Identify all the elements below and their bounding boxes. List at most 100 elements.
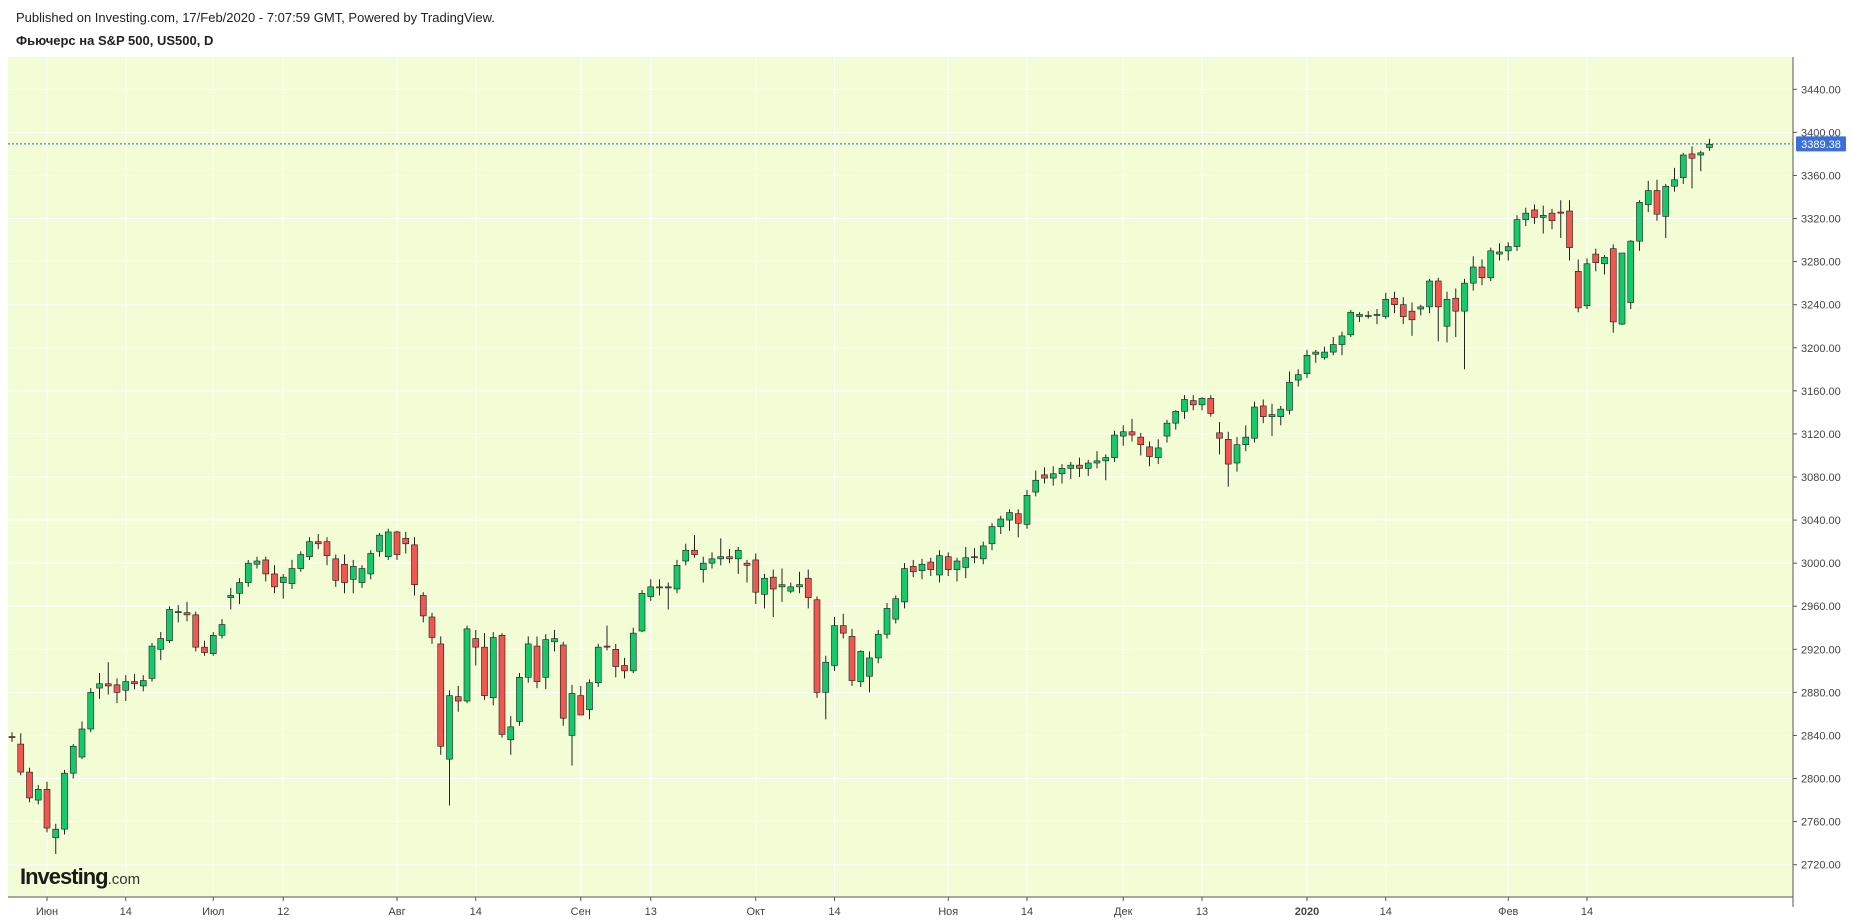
candle-down[interactable] [664,582,672,610]
candle-down[interactable] [1146,441,1153,467]
candle-down[interactable] [1574,259,1582,313]
candle-up[interactable] [594,643,602,687]
candle-up[interactable] [157,632,165,661]
candle-up[interactable] [1513,215,1521,251]
candle-up[interactable] [1251,401,1258,443]
candle-down[interactable] [769,569,777,617]
candle-down[interactable] [743,559,751,583]
candle-up[interactable] [953,557,961,582]
candle-up[interactable] [297,551,305,572]
candle-up[interactable] [148,642,156,682]
candle-down[interactable] [1076,457,1083,477]
candle-up[interactable] [463,625,471,704]
candle-down[interactable] [1557,200,1565,238]
candle-up[interactable] [796,571,803,594]
candle-up[interactable] [918,558,926,580]
candle-up[interactable] [1522,207,1530,227]
candle-up[interactable] [446,690,453,806]
candle-down[interactable] [1478,259,1486,286]
candle-up[interactable] [52,823,60,854]
candle-up[interactable] [883,603,891,639]
candle-up[interactable] [1268,403,1276,437]
candle-down[interactable] [1207,395,1215,417]
candle-down[interactable] [332,554,340,587]
candle-up[interactable] [507,716,515,755]
candle-up[interactable] [1119,425,1127,446]
candle-up[interactable] [734,547,742,574]
candle-down[interactable] [43,781,51,833]
candle-up[interactable] [1154,439,1162,465]
candle-down[interactable] [1688,146,1696,189]
candle-up[interactable] [1294,369,1302,387]
candle-down[interactable] [1041,467,1048,484]
candle-down[interactable] [314,534,322,550]
candle-up[interactable] [1364,311,1372,319]
candle-up[interactable] [1662,184,1670,238]
candle-up[interactable] [288,559,296,589]
candle-up[interactable] [866,651,873,693]
candle-up[interactable] [1172,410,1180,430]
investing-logo[interactable]: Investing.com [20,864,140,889]
candle-up[interactable] [822,655,830,720]
candle-up[interactable] [1356,312,1363,322]
candle-up[interactable] [1163,419,1171,443]
candle-up[interactable] [1093,451,1101,469]
candle-up[interactable] [1706,138,1713,151]
candle-up[interactable] [306,537,313,560]
candle-down[interactable] [909,559,917,578]
candle-down[interactable] [1434,277,1442,342]
candle-down[interactable] [437,636,445,755]
candles[interactable] [8,138,1713,854]
candle-up[interactable] [516,673,523,726]
candle-up[interactable] [1321,346,1328,360]
candle-down[interactable] [621,657,628,679]
candle-up[interactable] [1618,252,1626,326]
candle-down[interactable] [1566,200,1573,261]
candle-up[interactable] [218,619,226,639]
candle-up[interactable] [787,582,795,594]
candle-up[interactable] [376,533,383,557]
candle-up[interactable] [1469,256,1477,291]
candle-up[interactable] [629,627,637,673]
candle-up[interactable] [874,629,882,664]
candle-up[interactable] [61,769,68,835]
candle-up[interactable] [1198,397,1206,411]
candle-down[interactable] [8,732,16,742]
candle-down[interactable] [1399,297,1407,325]
candle-up[interactable] [1697,150,1705,172]
candle-down[interactable] [201,640,208,656]
candle-up[interactable] [647,579,655,601]
candle-up[interactable] [997,515,1005,535]
candle-up[interactable] [1504,242,1512,261]
candle-up[interactable] [979,541,987,565]
candle-up[interactable] [568,684,576,766]
candle-up[interactable] [682,543,690,566]
candle-up[interactable] [638,590,646,633]
candle-up[interactable] [96,673,103,699]
candle-up[interactable] [349,559,357,594]
candle-up[interactable] [174,605,182,623]
candle-up[interactable] [524,636,532,683]
candle-down[interactable] [1548,208,1556,230]
candle-up[interactable] [1286,371,1293,415]
candle-up[interactable] [1627,240,1635,309]
candle-up[interactable] [253,556,261,569]
candle-down[interactable] [1224,431,1232,487]
candle-up[interactable] [1058,464,1066,484]
candle-down[interactable] [411,537,418,596]
candle-down[interactable] [726,549,733,564]
candle-down[interactable] [192,611,200,652]
candle-down[interactable] [804,569,812,609]
candle-up[interactable] [122,675,130,701]
candle-up[interactable] [717,538,725,566]
candle-up[interactable] [1539,205,1547,234]
candle-up[interactable] [384,528,392,560]
candle-up[interactable] [69,744,77,779]
candle-down[interactable] [533,636,541,689]
candle-down[interactable] [603,625,611,651]
candle-up[interactable] [1084,459,1092,476]
candle-up[interactable] [586,679,593,720]
candle-up[interactable] [1006,509,1013,531]
candle-up[interactable] [1181,395,1188,419]
candle-up[interactable] [1636,200,1643,251]
